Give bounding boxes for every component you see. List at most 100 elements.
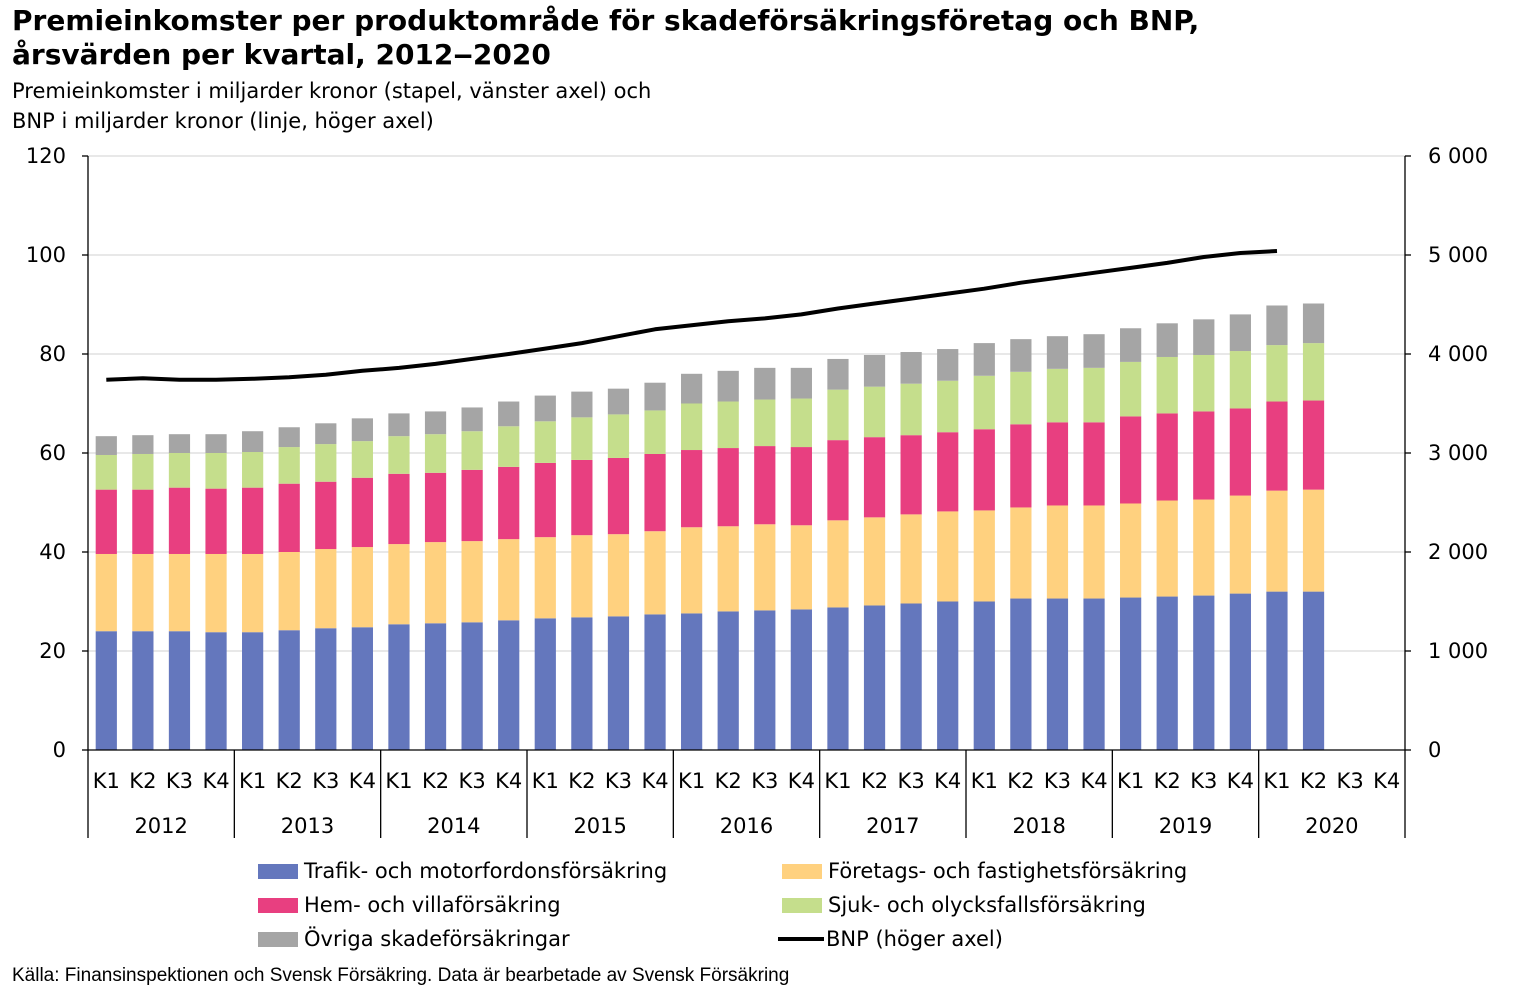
bar-segment-s3-5: [278, 447, 300, 484]
bar-segment-s0-3: [205, 632, 227, 750]
bar-segment-s1-1: [132, 553, 154, 632]
x-tick-label-quarter: K4: [1080, 769, 1107, 793]
x-tick-label-quarter: K4: [1227, 769, 1254, 793]
bar-segment-s2-17: [717, 448, 739, 527]
legend-swatch-foretag: [782, 863, 822, 879]
bar-segment-s3-22: [900, 383, 922, 436]
right-axis-tick-label: 0: [1428, 738, 1441, 762]
bar-segment-s3-8: [388, 436, 410, 474]
chart-legend: Trafik- och motorfordonsförsäkring Föret…: [258, 852, 1358, 962]
bar-segment-s0-0: [95, 631, 117, 750]
bar-segment-s0-29: [1156, 596, 1178, 750]
bar-segment-s0-7: [351, 627, 373, 750]
bar-segment-s4-15: [644, 382, 666, 411]
x-tick-label-quarter: K1: [239, 769, 266, 793]
bar-segment-s3-21: [863, 386, 886, 438]
bar-segment-s1-7: [351, 547, 373, 628]
source-note: Källa: Finansinspektionen och Svensk För…: [12, 965, 790, 986]
x-tick-label-quarter: K4: [349, 769, 376, 793]
bar-segment-s2-8: [388, 473, 410, 545]
bar-segment-s0-19: [790, 609, 812, 750]
bar-segment-s1-14: [607, 534, 630, 617]
bar-segment-s0-24: [973, 601, 995, 750]
legend-label-hem: Hem- och villaförsäkring: [304, 893, 561, 917]
bar-segment-s2-21: [863, 437, 886, 518]
x-tick-label-quarter: K1: [1117, 769, 1144, 793]
bar-segment-s4-18: [754, 367, 776, 400]
x-tick-label-quarter: K2: [861, 769, 888, 793]
bar-segment-s3-17: [717, 401, 739, 449]
x-tick-label-quarter: K3: [1337, 769, 1364, 793]
bar-segment-s1-30: [1193, 499, 1215, 596]
bar-segment-s1-23: [937, 511, 959, 602]
x-tick-label-quarter: K2: [568, 769, 595, 793]
x-tick-label-quarter: K4: [788, 769, 815, 793]
bar-segment-s2-15: [644, 453, 666, 532]
bar-segment-s2-1: [132, 489, 154, 554]
x-tick-label-quarter: K2: [1007, 769, 1034, 793]
bar-segment-s2-25: [1010, 424, 1032, 508]
x-tick-label-year: 2017: [866, 814, 919, 838]
bar-segment-s0-6: [315, 628, 337, 750]
bar-segment-s3-20: [827, 389, 849, 441]
bar-segment-s2-23: [937, 432, 959, 512]
bar-segment-s4-13: [571, 391, 593, 418]
right-axis-tick-label: 4 000: [1428, 342, 1488, 366]
x-tick-label-quarter: K3: [898, 769, 925, 793]
x-tick-label-quarter: K2: [1300, 769, 1327, 793]
legend-item-foretag: Företags- och fastighetsförsäkring: [782, 858, 1187, 884]
bar-segment-s3-24: [973, 375, 995, 430]
legend-swatch-trafik: [258, 863, 298, 879]
bar-segment-s1-20: [827, 520, 849, 608]
bar-segment-s0-13: [571, 617, 593, 750]
x-tick-label-quarter: K3: [166, 769, 193, 793]
bar-segment-s0-4: [242, 632, 264, 750]
bar-segment-s4-4: [242, 431, 264, 453]
subtitle-line-2: BNP i miljarder kronor (linje, höger axe…: [12, 109, 434, 133]
bar-segment-s1-15: [644, 531, 666, 615]
x-tick-label-year: 2019: [1159, 814, 1212, 838]
bar-segment-s2-13: [571, 459, 593, 536]
bar-segment-s3-27: [1083, 367, 1105, 423]
bar-segment-s3-12: [534, 421, 556, 463]
bar-segment-s4-11: [498, 401, 520, 427]
bar-segment-s0-11: [498, 620, 520, 750]
bar-segment-s4-10: [461, 407, 483, 432]
x-tick-label-quarter: K1: [824, 769, 851, 793]
bar-segment-s1-2: [168, 553, 191, 632]
x-tick-label-quarter: K3: [751, 769, 778, 793]
bar-segment-s4-31: [1229, 314, 1251, 352]
bar-segment-s2-7: [351, 477, 373, 548]
bar-segment-s4-9: [424, 411, 447, 435]
x-tick-label-quarter: K2: [276, 769, 303, 793]
bar-segment-s0-17: [717, 611, 739, 750]
bar-segment-s0-30: [1193, 595, 1215, 750]
right-axis-tick-label: 6 000: [1428, 144, 1488, 168]
bar-segment-s3-26: [1046, 368, 1069, 423]
bar-segment-s1-22: [900, 514, 922, 604]
bar-segment-s1-5: [278, 552, 300, 631]
bar-segment-s2-20: [827, 440, 849, 521]
stacked-bar-chart: 0 20 40 60 80 100 120 0 1 000 2 000 3 000 4 000 5 00…: [26, 144, 1488, 838]
bar-segment-s2-28: [1120, 416, 1142, 504]
bar-segment-s0-2: [168, 631, 191, 750]
bar-segment-s4-17: [717, 370, 739, 402]
bar-segment-s4-8: [388, 413, 410, 437]
x-tick-label-quarter: K3: [1044, 769, 1071, 793]
bar-segment-s3-13: [571, 417, 593, 460]
bar-segment-s1-10: [461, 541, 483, 623]
bar-segment-s4-21: [863, 354, 886, 387]
bar-segment-s2-14: [607, 457, 630, 535]
x-tick-label-quarter: K1: [532, 769, 559, 793]
bar-segment-s3-6: [315, 444, 337, 482]
bar-segment-s0-21: [863, 605, 886, 750]
legend-swatch-hem: [258, 897, 298, 913]
bar-segment-s0-14: [607, 616, 630, 750]
bar-segment-s4-28: [1120, 328, 1142, 362]
bar-segment-s0-1: [132, 631, 154, 750]
bar-segment-s4-33: [1302, 303, 1325, 344]
left-axis-tick-label: 0: [53, 738, 66, 762]
bar-segment-s4-12: [534, 395, 556, 422]
x-tick-label-quarter: K1: [678, 769, 705, 793]
bar-segment-s1-17: [717, 526, 739, 612]
